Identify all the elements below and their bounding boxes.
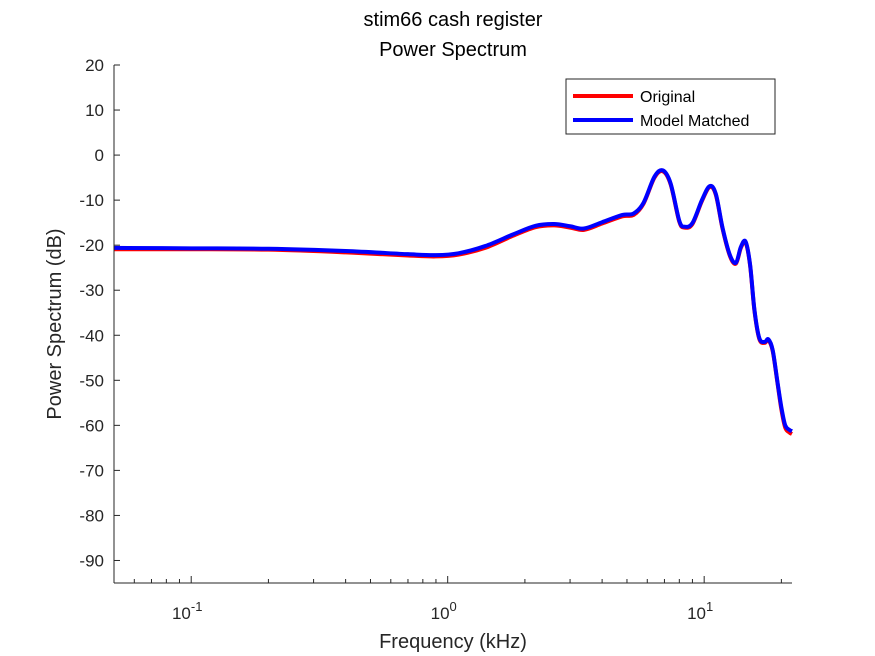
legend-label-original: Original: [640, 89, 695, 106]
legend-label-model-matched: Model Matched: [640, 113, 749, 130]
y-axis-ticks: 20 10 0 -10 -20 -30 -40 -50 -60 -70 -80 -90: [79, 56, 120, 570]
y-tick-label: -30: [79, 281, 104, 300]
y-tick-label: 10: [85, 101, 104, 120]
y-axis-title: Power Spectrum (dB): [44, 228, 66, 419]
legend: Original Model Matched: [565, 78, 776, 135]
y-tick-label: 0: [95, 146, 104, 165]
plot-area: [114, 65, 792, 583]
y-tick-label: -80: [79, 506, 104, 525]
series-line-model-matched: [113, 168, 793, 434]
y-tick-label: -70: [79, 461, 104, 480]
y-tick-label: -10: [79, 191, 104, 210]
chart-title: stim66 cash register: [364, 9, 543, 31]
y-tick-label: -40: [79, 326, 104, 345]
y-tick-label: -90: [79, 551, 104, 570]
y-tick-label: -20: [79, 236, 104, 255]
y-tick-label: 20: [85, 56, 104, 75]
chart-subtitle: Power Spectrum: [379, 39, 527, 61]
y-tick-label: -50: [79, 371, 104, 390]
y-tick-label: -60: [79, 416, 104, 435]
legend-box: [565, 78, 776, 135]
series-lines: [113, 168, 793, 436]
x-axis-title: Frequency (kHz): [379, 631, 527, 653]
